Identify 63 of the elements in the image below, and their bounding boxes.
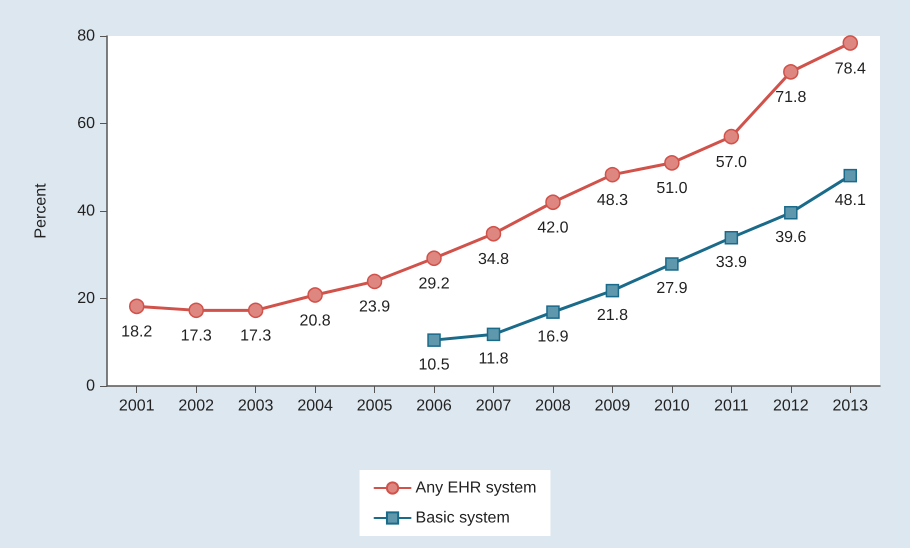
data-label: 42.0 [537, 220, 569, 236]
data-label: 11.8 [478, 350, 509, 368]
point [784, 206, 798, 220]
legend-label: Basic system [416, 510, 510, 526]
y-tick-label: 80 [77, 28, 96, 44]
point [604, 166, 620, 182]
point [606, 284, 620, 298]
data-label: 34.8 [478, 251, 510, 268]
x-tick-label: 2012 [773, 398, 809, 414]
data-label: 23.9 [359, 298, 390, 316]
legend-label: Any EHR system [416, 480, 536, 496]
y-tick-label: 0 [86, 378, 96, 394]
y-tick-label: 60 [77, 115, 96, 132]
point [545, 194, 561, 210]
x-tick-label: 2005 [356, 398, 392, 414]
point [724, 230, 738, 244]
point [724, 128, 740, 144]
x-tick-label: 2010 [654, 398, 690, 414]
data-label: 16.9 [537, 328, 569, 346]
point [128, 298, 144, 314]
data-label: 48.3 [596, 192, 628, 209]
data-label: 71.8 [775, 89, 806, 106]
x-tick-label: 2002 [178, 398, 214, 414]
data-label: 51.0 [656, 180, 688, 198]
y-axis-title: Percent [32, 182, 50, 239]
point [486, 226, 502, 242]
point [486, 328, 500, 342]
point [665, 257, 679, 271]
x-tick-label: 2013 [832, 398, 868, 414]
data-label: 48.1 [834, 192, 866, 209]
point [844, 168, 858, 182]
point [248, 302, 264, 318]
data-label: 39.6 [775, 229, 806, 246]
data-label: 21.8 [596, 306, 628, 324]
x-tick-label: 2009 [594, 398, 630, 414]
x-tick-label: 2003 [238, 398, 274, 414]
point [426, 250, 442, 266]
data-label: 18.2 [121, 324, 152, 341]
point [546, 305, 560, 319]
point [427, 333, 441, 347]
data-label: 27.9 [656, 280, 688, 298]
point [783, 64, 799, 80]
data-label: 57.0 [716, 154, 748, 171]
x-tick-label: 2006 [416, 398, 452, 414]
x-tick-label: 2004 [297, 398, 334, 414]
point [366, 274, 382, 290]
point [307, 287, 323, 303]
data-label: 17.3 [180, 328, 212, 345]
point [842, 35, 858, 51]
x-tick-label: 2007 [476, 398, 512, 414]
x-tick-label: 2001 [118, 398, 155, 414]
y-tick-label: 20 [77, 290, 96, 307]
x-tick-label: 2011 [714, 398, 749, 414]
data-label: 29.2 [418, 276, 450, 292]
point [664, 155, 680, 171]
data-label: 17.3 [240, 328, 272, 345]
point [188, 302, 204, 318]
data-label: 20.8 [300, 312, 331, 330]
data-label: 10.5 [418, 356, 450, 374]
data-label: 78.4 [834, 60, 866, 78]
y-tick-label: 40 [77, 202, 96, 220]
data-label: 33.9 [716, 254, 748, 271]
x-tick-label: 2008 [535, 398, 571, 414]
